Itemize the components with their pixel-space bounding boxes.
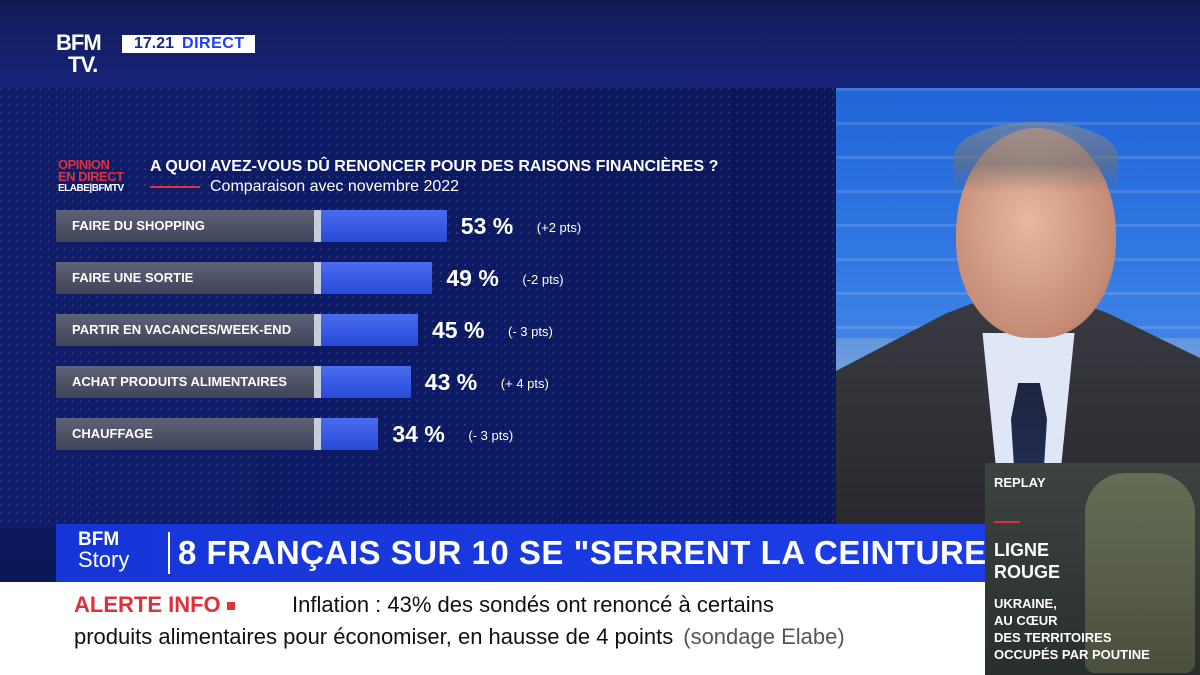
headline-text: 8 FRANÇAIS SUR 10 SE "SERRENT LA CEINTUR… [178,534,1003,571]
bar-value [321,262,433,294]
bar-row: FAIRE DU SHOPPING 53 % (+2 pts) [56,210,581,242]
channel-logo: BFM TV. [56,30,102,77]
opinion-badge: OPINION EN DIRECT ELABE|BFMTV [58,157,138,194]
bar-delta-label: (- 3 pts) [508,324,553,339]
bar-row: FAIRE UNE SORTIE 49 % (-2 pts) [56,262,564,294]
bar-value [321,314,418,346]
chart-subtitle: Comparaison avec novembre 2022 [210,178,460,195]
bar-delta-label: (-2 pts) [522,272,564,287]
bar-value-label: 45 % [432,317,485,343]
bar-separator [314,366,321,398]
bar-chart: FAIRE DU SHOPPING 53 % (+2 pts) FAIRE UNE S… [56,210,581,450]
bar-category-label: FAIRE DU SHOPPING [72,218,205,233]
top-bar: BFM TV. 17.21 DIRECT [0,0,1200,88]
alert-square-icon [226,602,235,611]
story-line-2: Story [78,547,130,572]
bar-separator [314,418,321,450]
chart-title: A QUOI AVEZ-VOUS DÛ RENONCER POUR DES RA… [150,158,719,175]
bar-row: ACHAT PRODUITS ALIMENTAIRES 43 % (+ 4 pts) [56,366,549,398]
bar-label-segment: FAIRE DU SHOPPING [56,210,314,242]
bar-label-segment: CHAUFFAGE [56,418,314,450]
bar-value-label: 49 % [446,265,499,291]
bar-value [321,418,379,450]
alert-line-1: Inflation : 43% des sondés ont renoncé à… [292,592,774,617]
bar-separator [314,262,321,294]
replay-divider [994,521,1020,523]
bar-value [321,210,447,242]
bar-row: CHAUFFAGE 34 % (- 3 pts) [56,418,513,450]
bar-value [321,366,411,398]
replay-sub-line-2: AU CŒUR [994,613,1058,628]
guest-hair [954,122,1118,192]
alert-tag-label: ALERTE INFO [74,592,221,617]
bar-separator [314,210,321,242]
bar-category-label: FAIRE UNE SORTIE [72,270,194,285]
replay-subtitle: UKRAINE, AU CŒUR DES TERRITOIRES OCCUPÉS… [994,595,1150,663]
clock-time: 17.21 [134,35,175,52]
clock-badge: 17.21 DIRECT [122,35,255,53]
badge-line-2: EN DIRECT [58,169,124,184]
bar-delta-label: (+ 4 pts) [500,376,549,391]
bar-category-label: PARTIR EN VACANCES/WEEK-END [72,322,292,337]
story-line-1: BFM [78,529,120,550]
bar-category-label: ACHAT PRODUITS ALIMENTAIRES [72,374,287,389]
bar-label-segment: PARTIR EN VACANCES/WEEK-END [56,314,314,346]
bar-delta-label: (- 3 pts) [468,428,514,443]
logo-line-1: BFM [56,30,102,55]
replay-sub-line-4: OCCUPÉS PAR POUTINE [994,647,1150,662]
badge-bfmtv: BFMTV [91,183,124,194]
alert-line-2-text: produits alimentaires pour économiser, e… [74,624,674,649]
badge-line-1: OPINION [58,157,110,172]
replay-sub-line-3: DES TERRITOIRES [994,630,1112,645]
alert-ticker: ALERTE INFO Inflation : 43% des sondés o… [0,582,985,675]
bar-row: PARTIR EN VACANCES/WEEK-END 45 % (- 3 pts) [56,314,553,346]
alert-line-2: produits alimentaires pour économiser, e… [74,624,845,650]
live-label: DIRECT [182,35,245,52]
bar-delta-label: (+2 pts) [536,220,582,235]
bar-separator [314,314,321,346]
bar-label-segment: FAIRE UNE SORTIE [56,262,314,294]
bar-label-segment: ACHAT PRODUITS ALIMENTAIRES [56,366,314,398]
soldier-image [1085,473,1195,673]
bar-value-label: 43 % [424,369,478,395]
studio-guest-image [836,88,1200,528]
title-divider [150,186,200,188]
badge-line-3: ELABE|BFMTV [58,183,124,194]
bfm-story-logo: BFM Story [78,529,130,572]
bar-category-label: CHAUFFAGE [72,426,153,441]
alert-tag: ALERTE INFO [74,592,235,618]
badge-elabe: ELABE [58,183,90,194]
headline-band: BFM Story 8 FRANÇAIS SUR 10 SE "SERRENT … [56,524,1002,582]
replay-title: LIGNE ROUGE [994,539,1060,583]
logo-line-2: TV. [68,52,98,77]
replay-sub-line-1: UKRAINE, [994,596,1057,611]
bar-value-label: 34 % [392,421,445,447]
replay-thumbnail[interactable]: REPLAY LIGNE ROUGE UKRAINE, AU CŒUR DES … [985,463,1200,675]
chart-panel [0,88,836,528]
headline-separator [168,532,170,574]
replay-tag: REPLAY [994,475,1046,490]
alert-source: (sondage Elabe) [683,624,845,649]
replay-title-line-1: LIGNE [994,540,1050,560]
bar-value-label: 53 % [460,213,514,239]
replay-title-line-2: ROUGE [994,562,1061,582]
